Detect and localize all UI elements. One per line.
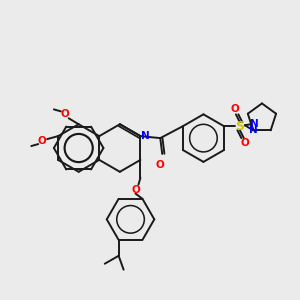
Text: O: O — [131, 184, 140, 195]
Text: O: O — [60, 109, 69, 119]
Text: O: O — [38, 136, 46, 146]
Text: O: O — [230, 104, 239, 114]
Text: S: S — [236, 120, 244, 133]
Text: O: O — [156, 160, 165, 170]
Text: O: O — [240, 138, 249, 148]
Text: N: N — [250, 119, 259, 129]
Text: N: N — [141, 131, 150, 141]
Text: N: N — [249, 125, 258, 135]
